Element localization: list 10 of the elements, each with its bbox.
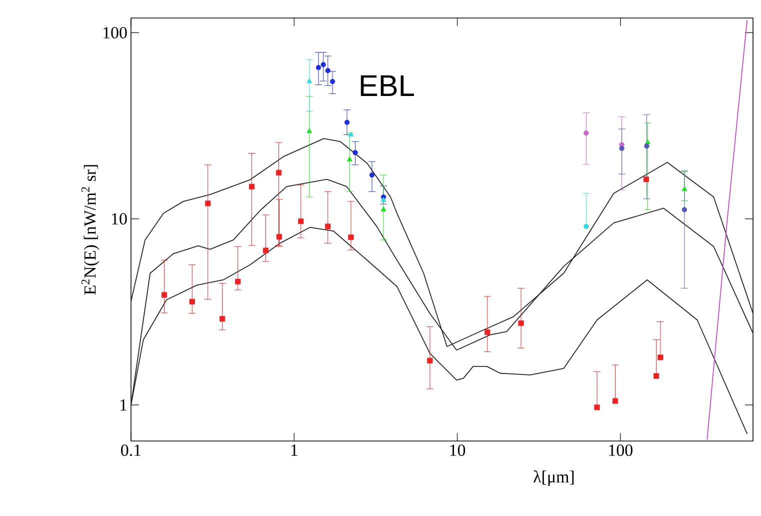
x-axis-title: λ[μm] (534, 470, 574, 486)
y-tick-label: 100 (104, 27, 127, 38)
y-tick-label: 10 (112, 213, 127, 225)
x-tick-label: 10 (450, 444, 466, 456)
x-tick-label: 0.1 (121, 444, 141, 456)
annotation: EBL (360, 75, 414, 96)
y-tick-label: 1 (120, 399, 126, 411)
x-tick-label: 1 (291, 444, 298, 456)
x-tick-label: 100 (609, 444, 632, 456)
y-axis-title: E$^{2}$N(E) [nW/m$^{2}$ sr] (82, 165, 100, 295)
